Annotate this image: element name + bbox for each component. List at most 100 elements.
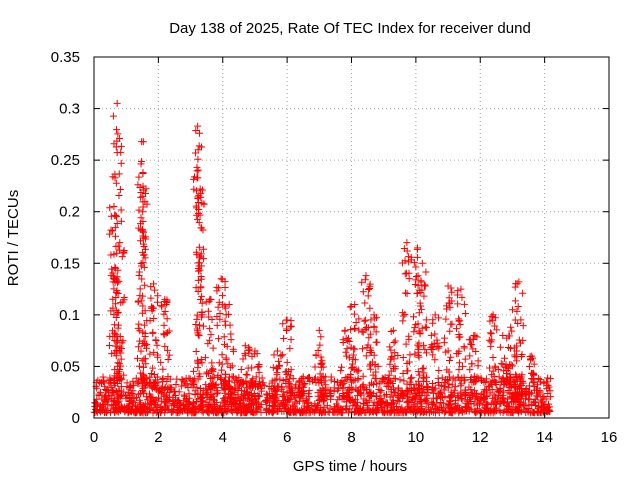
data-point — [433, 399, 441, 407]
data-point — [274, 403, 282, 411]
data-point — [233, 376, 241, 384]
data-point — [410, 385, 418, 393]
data-point — [285, 407, 293, 415]
data-point — [395, 398, 403, 406]
data-point — [150, 304, 158, 312]
data-point — [248, 364, 256, 372]
data-point — [221, 370, 229, 378]
data-point — [506, 389, 514, 397]
data-point — [108, 265, 116, 273]
data-point — [459, 362, 467, 370]
data-point — [311, 363, 319, 371]
data-point — [468, 360, 476, 368]
data-point — [500, 354, 508, 362]
data-point — [111, 342, 119, 350]
data-point — [516, 385, 524, 393]
data-point — [381, 374, 389, 382]
data-point — [386, 343, 394, 351]
data-point — [248, 400, 256, 408]
data-point — [415, 353, 423, 361]
data-point — [181, 381, 189, 389]
data-point — [522, 409, 530, 417]
data-point — [526, 388, 534, 396]
y-tick-label: 0.15 — [51, 255, 80, 272]
data-point — [455, 366, 463, 374]
data-point — [141, 355, 149, 363]
data-point — [394, 384, 402, 392]
data-point — [203, 389, 211, 397]
data-point — [320, 403, 328, 411]
data-point — [249, 407, 257, 415]
data-point — [474, 357, 482, 365]
data-point — [488, 312, 496, 320]
data-point — [472, 377, 480, 385]
data-point — [155, 394, 162, 402]
data-point — [223, 397, 231, 405]
data-point — [414, 399, 422, 407]
data-point — [134, 354, 142, 362]
data-point — [280, 407, 288, 415]
data-point — [195, 254, 203, 262]
data-point — [529, 378, 537, 386]
data-point — [403, 239, 411, 247]
data-point — [309, 406, 317, 414]
data-point — [164, 373, 172, 381]
data-point — [177, 382, 185, 390]
data-point — [136, 184, 144, 191]
data-point — [240, 379, 248, 387]
data-point — [207, 331, 215, 339]
data-point — [373, 402, 381, 410]
y-tick-label: 0 — [72, 410, 80, 427]
data-point — [418, 365, 426, 373]
data-point — [399, 309, 407, 317]
data-point — [387, 346, 395, 354]
data-point — [420, 364, 428, 372]
data-point — [221, 278, 229, 286]
data-point — [212, 406, 220, 414]
data-point — [453, 291, 461, 299]
data-point — [512, 371, 520, 379]
data-point — [493, 407, 501, 415]
data-point — [427, 344, 435, 352]
data-point — [509, 408, 517, 416]
data-point — [461, 309, 469, 317]
data-point — [203, 368, 211, 376]
data-point — [377, 404, 385, 412]
data-point — [148, 384, 156, 392]
data-point — [431, 356, 439, 364]
data-point — [181, 405, 189, 413]
data-point — [147, 294, 155, 302]
data-point — [359, 345, 367, 353]
data-point — [347, 302, 355, 310]
data-point — [533, 384, 541, 392]
data-point — [402, 340, 410, 348]
data-point — [346, 397, 354, 405]
data-point — [455, 317, 463, 325]
data-point — [527, 356, 535, 364]
data-point — [139, 169, 147, 177]
data-point — [254, 363, 262, 371]
data-point — [434, 406, 442, 414]
data-point — [215, 407, 223, 415]
data-point — [365, 392, 373, 400]
data-point — [194, 166, 202, 174]
data-point — [418, 403, 426, 411]
data-point — [107, 251, 115, 259]
data-point — [112, 242, 120, 250]
data-point — [368, 379, 376, 387]
data-point — [476, 394, 484, 402]
data-point — [351, 356, 359, 364]
data-point — [366, 344, 374, 352]
data-point — [113, 370, 121, 378]
data-point — [105, 396, 113, 404]
data-point — [278, 399, 286, 407]
data-point — [361, 276, 369, 284]
data-point — [422, 316, 430, 324]
data-point — [116, 365, 124, 373]
data-point — [400, 391, 408, 399]
data-point — [193, 383, 201, 391]
data-point — [104, 401, 112, 409]
data-point — [420, 408, 428, 416]
data-point — [146, 317, 154, 325]
data-point — [190, 367, 198, 375]
